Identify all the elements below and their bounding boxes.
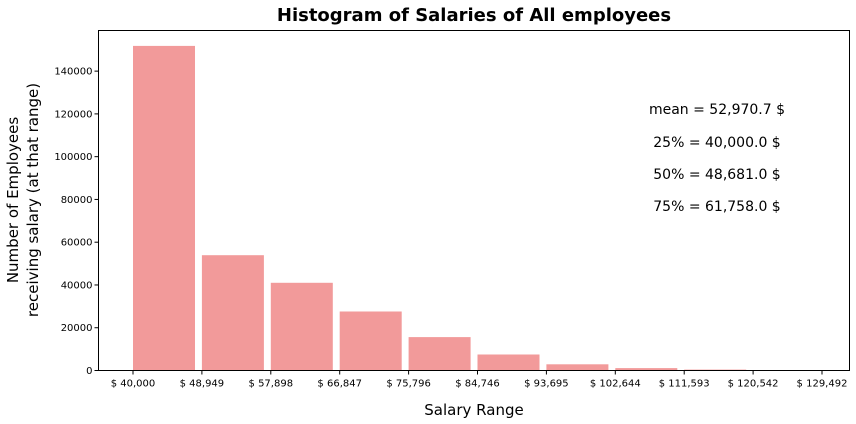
x-tick-label: $ 75,796 — [386, 379, 431, 390]
y-tick-label: 0 — [86, 366, 92, 377]
annotation-p75: 75% = 61,758.0 $ — [653, 199, 780, 215]
y-tick-label: 60000 — [61, 238, 93, 249]
y-tick-label: 80000 — [61, 195, 93, 206]
x-tick-label: $ 57,898 — [249, 379, 294, 390]
x-axis-label: Salary Range — [424, 401, 523, 419]
histogram-bar — [201, 255, 264, 371]
bars-group — [133, 45, 816, 371]
x-tick-label: $ 48,949 — [180, 379, 225, 390]
y-tick-label: 20000 — [61, 323, 93, 334]
histogram-bar — [270, 282, 333, 371]
histogram-bar — [615, 368, 678, 371]
x-axis: $ 40,000 $ 48,949 $ 57,898 $ 66,847 $ 75,796… — [111, 370, 848, 390]
annotation-p50: 50% = 48,681.0 $ — [653, 167, 780, 183]
chart-title: Histogram of Salaries of All employees — [277, 5, 671, 26]
x-tick-label: $ 120,542 — [728, 379, 779, 390]
y-axis-label-line1: Number of Employees — [4, 117, 22, 284]
x-tick-label: $ 129,492 — [797, 379, 848, 390]
y-axis: 0 20000 40000 60000 80000 100000 120000 140000 — [54, 67, 99, 377]
x-tick-label: $ 84,746 — [455, 379, 500, 390]
y-tick-label: 40000 — [61, 280, 93, 291]
histogram-bar — [408, 337, 471, 371]
y-tick-label: 120000 — [54, 109, 92, 120]
stats-annotations: mean = 52,970.7 $ 25% = 40,000.0 $ 50% =… — [649, 102, 785, 215]
y-axis-label-line2: receiving salary (at that range) — [24, 83, 42, 317]
x-tick-label: $ 93,695 — [524, 379, 569, 390]
histogram-bar — [546, 364, 609, 371]
x-tick-label: $ 66,847 — [317, 379, 362, 390]
x-tick-label: $ 40,000 — [111, 379, 156, 390]
y-tick-label: 100000 — [54, 152, 92, 163]
annotation-mean: mean = 52,970.7 $ — [649, 102, 785, 118]
annotation-p25: 25% = 40,000.0 $ — [653, 135, 780, 151]
plot-frame — [98, 30, 850, 371]
histogram-bar — [133, 45, 195, 371]
x-tick-label: $ 111,593 — [659, 379, 710, 390]
x-tick-label: $ 102,644 — [590, 379, 641, 390]
histogram-bar — [477, 354, 540, 371]
histogram-bar — [339, 311, 402, 371]
y-tick-label: 140000 — [54, 67, 92, 78]
